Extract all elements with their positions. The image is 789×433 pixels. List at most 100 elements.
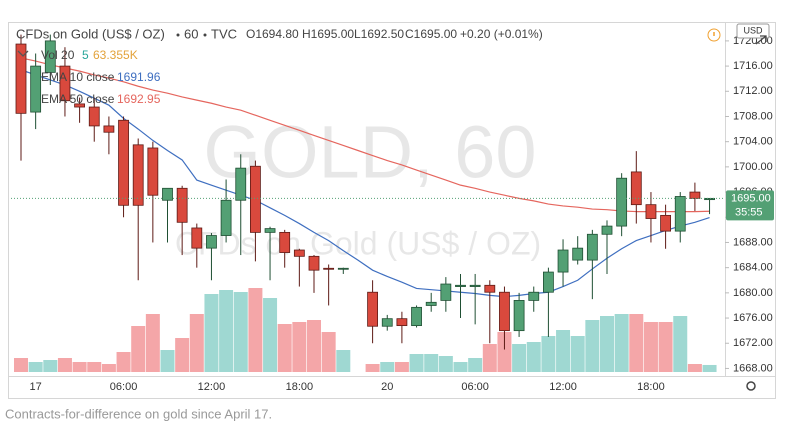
candle-body bbox=[293, 249, 305, 257]
volume-bar bbox=[277, 324, 292, 372]
legend-name: EMA 10 close bbox=[41, 70, 115, 84]
candle-body bbox=[616, 177, 628, 227]
x-tick-label: 18:00 bbox=[637, 381, 665, 393]
candle-body bbox=[469, 284, 481, 287]
currency-box[interactable] bbox=[736, 23, 770, 39]
candle-body bbox=[630, 171, 642, 206]
volume-bar bbox=[438, 356, 453, 372]
volume-bar bbox=[614, 314, 629, 372]
ema-line bbox=[20, 69, 710, 298]
candle-body bbox=[601, 225, 613, 235]
info-icon[interactable] bbox=[707, 28, 721, 42]
ohlc-value: H1695.00 bbox=[302, 27, 354, 41]
candle-body bbox=[103, 125, 115, 133]
volume-bar bbox=[380, 362, 395, 372]
ohlc-value: +0.20 (+0.01%) bbox=[460, 27, 543, 41]
candle-body bbox=[191, 227, 203, 249]
candle-body bbox=[484, 284, 496, 293]
ohlc-value: O1694.80 bbox=[246, 27, 299, 41]
candle-body bbox=[689, 191, 701, 199]
volume-bar bbox=[658, 322, 673, 372]
candle-body bbox=[162, 187, 173, 201]
currency: USD bbox=[743, 25, 763, 35]
separator bbox=[176, 33, 180, 37]
separator bbox=[203, 33, 207, 37]
volume-bar bbox=[365, 364, 380, 372]
y-tick-label: 1700.00 bbox=[733, 161, 773, 173]
volume-bar bbox=[248, 288, 263, 372]
x-tick-label: 17 bbox=[30, 381, 42, 393]
y-tick-label: 1684.00 bbox=[733, 262, 773, 274]
candle-body bbox=[425, 301, 437, 306]
ohlc-value: L1692.50 bbox=[354, 27, 404, 41]
y-tick-label: 1676.00 bbox=[733, 312, 773, 324]
volume-bar bbox=[14, 358, 28, 372]
candle-body bbox=[645, 204, 657, 219]
candle-body bbox=[30, 65, 42, 113]
legend-collapse[interactable] bbox=[17, 50, 29, 57]
watermark-description: CFDs on Gold (US$ / OZ) bbox=[175, 225, 541, 261]
volume-bar bbox=[160, 350, 175, 372]
settings-icon[interactable] bbox=[746, 381, 756, 391]
volume-bar bbox=[219, 290, 234, 372]
volume-bar bbox=[28, 362, 43, 372]
volume-bar bbox=[116, 352, 131, 372]
volume-bar bbox=[43, 360, 58, 372]
candle-body bbox=[499, 291, 510, 332]
volume-bar bbox=[600, 316, 614, 372]
candle-body bbox=[543, 271, 554, 293]
candle-body bbox=[132, 144, 144, 206]
candle-body bbox=[513, 300, 525, 332]
volume-bar bbox=[336, 350, 351, 372]
volume-bar bbox=[394, 362, 409, 372]
candle-body bbox=[411, 306, 422, 327]
candle-body bbox=[88, 106, 100, 127]
legend-value: 1692.95 bbox=[117, 92, 161, 106]
volume-legend-extra: 5 bbox=[82, 48, 89, 62]
volume-legend-name: Vol 20 bbox=[41, 48, 75, 62]
candle-body bbox=[264, 228, 276, 233]
candle-body bbox=[15, 43, 27, 114]
volume-bar bbox=[292, 322, 307, 372]
volume-bar bbox=[204, 294, 219, 372]
y-tick-label: 1680.00 bbox=[733, 287, 773, 299]
interval: 60 bbox=[184, 26, 198, 41]
y-tick-label: 1712.00 bbox=[733, 85, 773, 97]
candle-body bbox=[74, 103, 85, 108]
x-tick-label: 12:00 bbox=[549, 381, 577, 393]
volume-bar bbox=[145, 314, 160, 372]
volume-bar bbox=[409, 354, 424, 372]
volume-bar bbox=[497, 332, 512, 372]
volume-bar bbox=[307, 320, 321, 372]
volume-bar bbox=[702, 364, 717, 372]
volume-bar bbox=[482, 344, 497, 372]
ohlc-header: O1694.80 H1695.00 L1692.50 C1695.00 +0.20 (+… bbox=[246, 27, 543, 41]
candle-body bbox=[381, 318, 393, 327]
candle-body bbox=[337, 267, 349, 270]
candle-body bbox=[308, 255, 320, 271]
volume-bar bbox=[72, 362, 87, 372]
volume-bar bbox=[541, 336, 556, 372]
volume-bar bbox=[57, 358, 72, 372]
volume-bar bbox=[175, 338, 190, 372]
y-tick-label: 1704.00 bbox=[733, 136, 773, 148]
volume-bar bbox=[189, 314, 204, 372]
volume-bar bbox=[512, 344, 527, 372]
y-tick-label: 1688.00 bbox=[733, 236, 773, 248]
candle-body bbox=[440, 283, 452, 301]
candle-body bbox=[176, 187, 188, 223]
volume-legend-value: 63.355K bbox=[93, 48, 138, 62]
last-price-label: 1695.00 bbox=[731, 192, 771, 204]
candle-body bbox=[323, 267, 335, 270]
legend-name: EMA 50 close bbox=[41, 92, 115, 106]
volume-bar bbox=[424, 354, 439, 372]
expand-icon[interactable] bbox=[755, 35, 767, 45]
volume-bar bbox=[673, 316, 688, 372]
volume-bar bbox=[101, 364, 116, 372]
y-tick-label: 1672.00 bbox=[733, 337, 773, 349]
candle-body bbox=[660, 214, 671, 232]
axes: 1668.00 1672.00 1676.00 1680.00 1684.00 1688.… bbox=[30, 35, 774, 393]
volume-bar bbox=[263, 298, 278, 372]
x-tick-label: 06:00 bbox=[461, 381, 489, 393]
